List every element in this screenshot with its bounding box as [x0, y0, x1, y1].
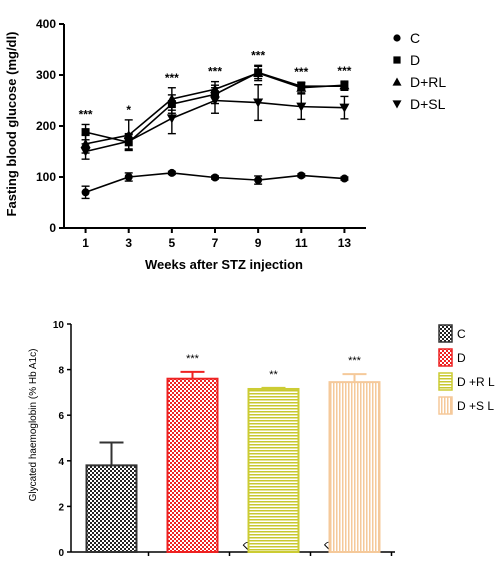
significance-label: ***	[165, 71, 179, 85]
glucose-line-chart: Fasting blood glucose (mg/dl) Weeks afte…	[4, 17, 446, 272]
data-point	[211, 173, 219, 182]
legend-swatch	[438, 372, 453, 391]
data-point	[210, 96, 220, 106]
series-c	[81, 168, 349, 200]
data-point	[166, 114, 177, 124]
data-point	[81, 128, 90, 137]
significance-label: ***	[208, 65, 222, 79]
data-point	[339, 103, 350, 113]
data-point	[253, 67, 264, 77]
legend-marker	[392, 77, 402, 86]
data-point	[80, 147, 91, 157]
y-tick-label: 400	[36, 17, 56, 31]
y-tick-label: 4	[58, 457, 64, 468]
data-point	[296, 82, 307, 92]
data-point	[81, 188, 90, 197]
y-tick-label: 200	[36, 119, 56, 133]
series-d-sl	[80, 83, 350, 160]
legend: CD D+RL D+SL	[392, 30, 446, 112]
legend: CD D +R L D +S L	[438, 324, 495, 415]
data-point	[254, 176, 263, 185]
legend-label: D	[457, 351, 466, 365]
data-point	[339, 80, 350, 90]
bars-group	[85, 370, 381, 554]
data-point	[166, 93, 177, 103]
series-group	[80, 64, 350, 200]
bar-3	[247, 387, 300, 554]
x-tick-label: 1	[82, 236, 89, 250]
significance-label: ***	[348, 355, 362, 367]
y-axis-label: Glycated haemoglobin (% Hb A1c)	[28, 349, 39, 502]
y-tick-label: 2	[58, 502, 64, 513]
data-point	[297, 171, 306, 180]
y-tick-label: 0	[58, 548, 64, 559]
significance-label: ***	[294, 65, 308, 79]
hba1c-bar-chart: Glycated haemoglobin (% Hb A1c) 0 2 4 6 8 10 C…	[28, 320, 495, 559]
legend-label: D+RL	[410, 74, 446, 90]
significance-label: ***	[79, 107, 93, 121]
x-tick-label: 3	[125, 236, 132, 250]
data-point	[167, 168, 176, 177]
x-tick-label: 13	[338, 236, 352, 250]
y-tick-label: 10	[53, 320, 65, 331]
legend-marker	[392, 100, 402, 109]
significance-label: ***	[186, 353, 200, 365]
data-point	[253, 98, 264, 108]
bar-4	[328, 381, 381, 554]
bar-2	[166, 377, 219, 553]
x-tick-label: 9	[255, 236, 262, 250]
legend-label: D +R L	[457, 375, 495, 389]
data-point	[296, 102, 307, 112]
y-tick-label: 8	[58, 366, 64, 377]
x-tick-label: 5	[169, 236, 176, 250]
y-tick-label: 6	[58, 411, 64, 422]
significance-label: ***	[251, 48, 265, 62]
significance-label: *	[126, 103, 131, 117]
x-tick-label: 7	[212, 236, 219, 250]
legend-label: C	[410, 30, 420, 46]
legend-marker	[393, 34, 401, 42]
legend-label: D	[410, 52, 420, 68]
legend-label: C	[457, 327, 466, 341]
bar-1	[85, 464, 138, 553]
significance-label: ***	[337, 64, 351, 78]
data-point	[124, 173, 133, 181]
significance-labels: ********	[186, 353, 362, 381]
data-point	[123, 137, 134, 147]
y-axis-label: Fasting blood glucose (mg/dl)	[4, 32, 19, 217]
data-point	[340, 174, 349, 183]
significance-label: **	[269, 369, 278, 381]
x-tick-label: 11	[295, 236, 308, 250]
legend-label: D +S L	[457, 399, 494, 413]
legend-swatch	[438, 324, 453, 343]
x-axis-label: Weeks after STZ injection	[145, 257, 303, 272]
y-tick-label: 300	[36, 68, 56, 82]
y-tick-label: 0	[49, 221, 56, 235]
legend-swatch	[438, 348, 453, 367]
y-tick-label: 100	[36, 170, 56, 184]
significance-labels: *** **** ********* ***	[79, 48, 352, 121]
legend-marker	[393, 56, 401, 64]
legend-swatch	[438, 396, 453, 415]
legend-label: D+SL	[410, 96, 446, 112]
